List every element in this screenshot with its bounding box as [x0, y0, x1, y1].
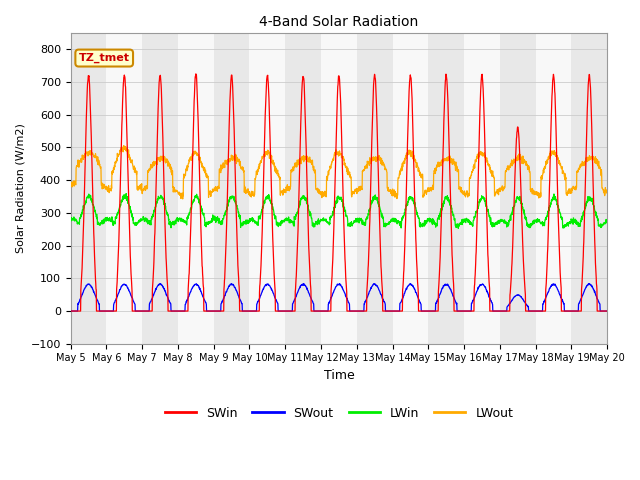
X-axis label: Time: Time: [323, 369, 355, 382]
Bar: [356, 33, 392, 344]
Bar: [392, 33, 428, 344]
Bar: [321, 33, 356, 344]
Bar: [572, 33, 607, 344]
Text: TZ_tmet: TZ_tmet: [79, 53, 130, 63]
Bar: [106, 33, 142, 344]
Y-axis label: Solar Radiation (W/m2): Solar Radiation (W/m2): [15, 123, 25, 253]
Bar: [428, 33, 464, 344]
Title: 4-Band Solar Radiation: 4-Band Solar Radiation: [259, 15, 419, 29]
Bar: [250, 33, 285, 344]
Bar: [70, 33, 106, 344]
Bar: [536, 33, 572, 344]
Legend: SWin, SWout, LWin, LWout: SWin, SWout, LWin, LWout: [159, 402, 518, 424]
Bar: [464, 33, 500, 344]
Bar: [142, 33, 178, 344]
Bar: [285, 33, 321, 344]
Bar: [500, 33, 536, 344]
Bar: [214, 33, 250, 344]
Bar: [178, 33, 214, 344]
